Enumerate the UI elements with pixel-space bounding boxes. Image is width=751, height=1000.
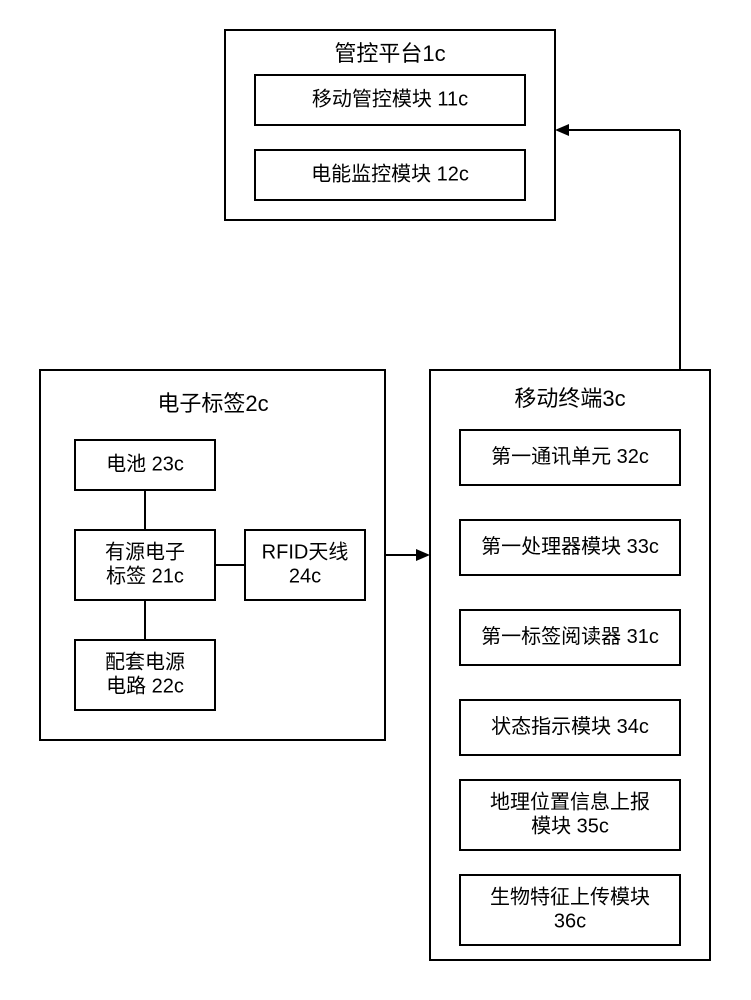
svg-text:标签 21c: 标签 21c	[106, 564, 184, 587]
svg-text:电池 23c: 电池 23c	[106, 452, 184, 475]
platform-module-1-label: 移动管控模块 11c	[312, 87, 468, 110]
svg-text:第一处理器模块 33c: 第一处理器模块 33c	[481, 535, 659, 558]
svg-text:状态指示模块 34c: 状态指示模块 34c	[491, 715, 649, 738]
terminal-title: 移动终端3c	[514, 386, 625, 411]
svg-text:生物特征上传模块: 生物特征上传模块	[490, 885, 650, 908]
svg-text:有源电子: 有源电子	[105, 540, 185, 563]
svg-text:电路 22c: 电路 22c	[106, 674, 184, 697]
platform-title: 管控平台1c	[334, 41, 445, 66]
svg-text:RFID天线: RFID天线	[262, 540, 349, 563]
svg-text:第一标签阅读器 31c: 第一标签阅读器 31c	[481, 625, 659, 648]
svg-text:模块 35c: 模块 35c	[531, 814, 609, 837]
svg-text:地理位置信息上报: 地理位置信息上报	[490, 790, 650, 813]
svg-text:第一通讯单元 32c: 第一通讯单元 32c	[491, 445, 649, 468]
svg-text:24c: 24c	[289, 565, 321, 587]
tag-title: 电子标签2c	[157, 391, 268, 416]
platform-module-2-label: 电能监控模块 12c	[311, 162, 469, 185]
svg-text:配套电源: 配套电源	[105, 650, 185, 673]
svg-text:36c: 36c	[554, 910, 586, 932]
